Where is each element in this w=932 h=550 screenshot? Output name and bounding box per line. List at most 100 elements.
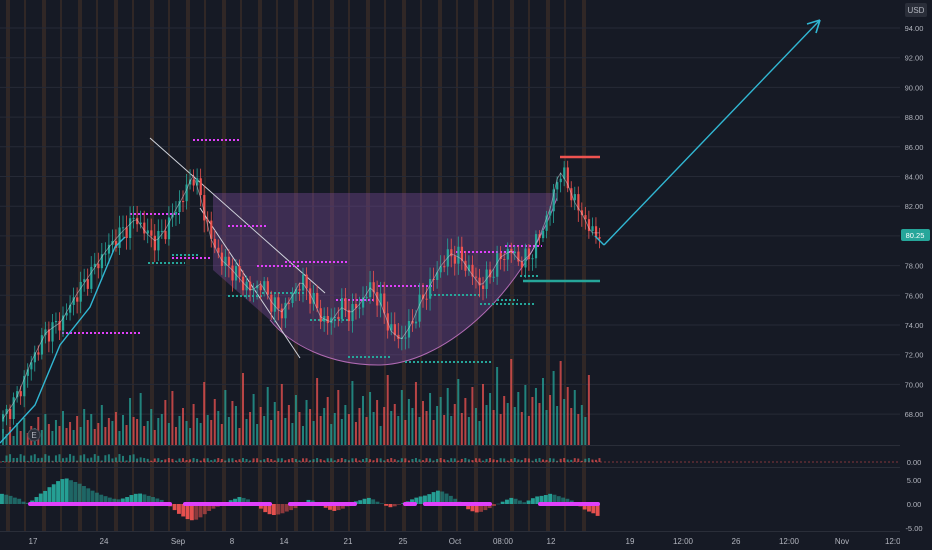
delta-bar	[351, 458, 354, 462]
oscillator-bar	[535, 496, 540, 504]
candle-body	[227, 256, 231, 266]
currency-badge[interactable]	[905, 3, 927, 17]
volume-bar	[517, 392, 520, 445]
candle-body	[178, 201, 181, 213]
volume-bar	[425, 411, 428, 445]
time-tick-label: 17	[29, 537, 38, 546]
oscillator-bar	[237, 497, 242, 504]
time-tick-label: 12:00	[779, 537, 800, 546]
volume-bar	[259, 407, 262, 445]
candle-body	[305, 274, 308, 289]
volume-bar	[132, 417, 135, 445]
delta-bar	[489, 458, 492, 462]
candle-body	[139, 222, 142, 225]
oscillator-bar	[86, 488, 91, 504]
time-tick-label: 21	[344, 537, 353, 546]
volume-bar	[26, 433, 29, 445]
volume-bar	[563, 399, 566, 445]
delta-bar	[153, 458, 156, 462]
oscillator-bar	[397, 504, 402, 505]
oscillator-bar	[306, 499, 311, 504]
delta-bar	[443, 459, 446, 462]
oscillator-bar	[194, 504, 199, 520]
candle-body	[478, 277, 481, 286]
volume-bar	[503, 396, 506, 445]
oscillator-bar	[500, 501, 505, 504]
time-tick-label: 26	[732, 537, 741, 546]
delta-bar	[97, 455, 100, 462]
volume-bar	[206, 415, 209, 445]
delta-bar	[213, 459, 216, 462]
oscillator-bar	[379, 503, 384, 505]
cup-pattern-outline	[269, 197, 558, 366]
delta-bar	[196, 458, 199, 462]
oscillator-bar	[82, 486, 86, 504]
time-axis-labels: 17 24 Sep 8 14 21 25 Oct 08:00 12 19 12:00 26 12:00 No…	[29, 537, 906, 546]
delta-bar	[531, 460, 534, 462]
delta-bar	[150, 460, 153, 462]
oscillator-bar	[505, 499, 509, 504]
delta-bar	[139, 457, 142, 462]
candle-body	[337, 316, 340, 320]
cup-pattern-shading	[213, 193, 557, 365]
candle-body	[450, 249, 453, 257]
oscillator-bar	[125, 497, 130, 504]
delta-bar	[432, 460, 435, 462]
delta-bar	[185, 460, 188, 462]
candle-body	[379, 293, 382, 306]
event-marker-icon[interactable]	[27, 428, 41, 442]
oscillator-bar	[4, 494, 9, 504]
delta-bar	[302, 458, 304, 462]
volume-bar	[171, 391, 174, 445]
volume-bar	[256, 424, 259, 445]
oscillator-bar	[561, 497, 566, 504]
indicator-tick-label: 0.00	[907, 458, 922, 467]
delta-bar	[122, 455, 124, 462]
delta-bar	[231, 458, 234, 462]
delta-bar	[174, 460, 177, 462]
volume-bar	[65, 428, 68, 445]
oscillator-bar	[591, 504, 596, 514]
delta-bar	[280, 458, 283, 462]
candle-body	[164, 230, 167, 240]
delta-bar	[227, 458, 230, 462]
oscillator-bar	[258, 504, 263, 509]
volume-bar	[234, 406, 237, 445]
candle-body	[100, 254, 104, 269]
delta-bar	[527, 458, 530, 462]
oscillator-bar	[483, 504, 488, 511]
delta-bar	[467, 459, 470, 462]
candle-body	[309, 288, 312, 304]
oscillator-bar	[341, 504, 345, 509]
delta-bar	[30, 455, 33, 462]
candle-body	[256, 285, 259, 289]
volume-bar	[291, 423, 294, 445]
candle-body	[365, 297, 368, 299]
oscillator-bar	[25, 502, 30, 504]
volume-bar	[249, 412, 252, 445]
volume-bar	[203, 382, 206, 445]
volume-bar	[510, 359, 513, 445]
volume-bar	[153, 430, 156, 445]
oscillator-bar	[280, 504, 285, 514]
volume-bar	[390, 411, 393, 445]
oscillator-bar	[517, 500, 522, 504]
price-tick-label: 78.00	[905, 262, 924, 271]
delta-bar	[146, 458, 149, 462]
candle-body	[312, 292, 315, 304]
delta-bar	[12, 458, 15, 462]
candle-body	[206, 220, 209, 222]
price-axis-panel	[900, 0, 932, 550]
price-tick-label: 86.00	[905, 143, 924, 152]
delta-bar	[111, 458, 114, 462]
candle-body	[594, 226, 598, 238]
oscillator-bar	[448, 495, 453, 504]
volume-bar	[192, 404, 195, 445]
volume-bar	[326, 397, 329, 445]
volume-bar	[93, 429, 96, 445]
delta-bar	[164, 459, 167, 462]
volume-bar	[520, 412, 523, 445]
delta-bar	[485, 458, 488, 462]
oscillator-bar	[43, 490, 48, 504]
